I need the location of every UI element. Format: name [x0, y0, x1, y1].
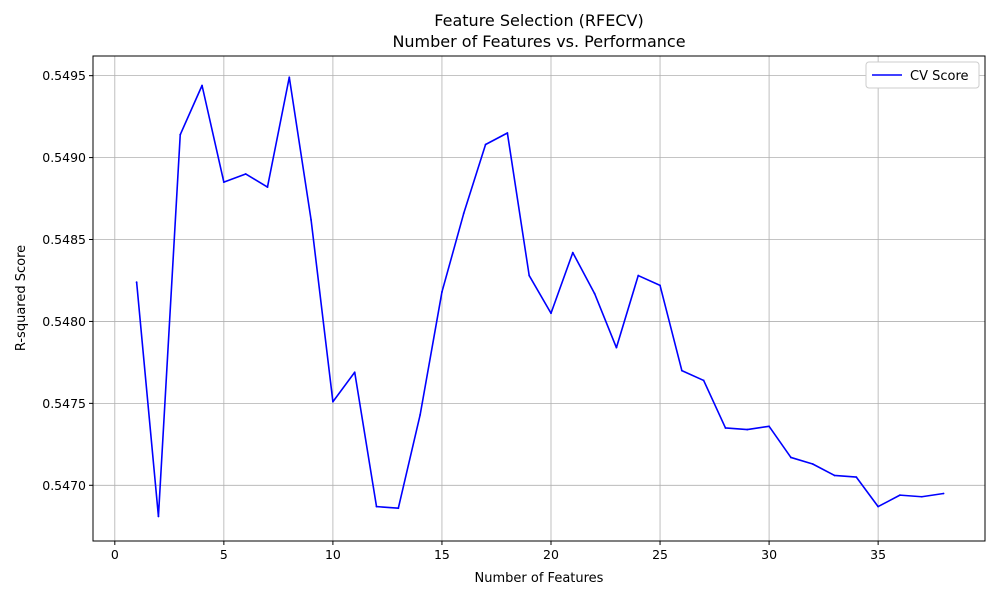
data-point: [244, 173, 247, 175]
data-point: [833, 474, 836, 477]
data-point: [462, 212, 465, 215]
series-line-cv-score: [135, 76, 944, 518]
data-point: [201, 84, 203, 87]
chart-title: Feature Selection (RFECV): [434, 11, 643, 30]
data-point: [746, 428, 749, 431]
data-point: [768, 425, 770, 428]
data-point: [637, 274, 640, 277]
data-point: [397, 507, 400, 510]
data-point: [222, 181, 225, 184]
x-tick-label: 20: [543, 547, 559, 562]
data-point: [855, 476, 858, 478]
legend-label-cv-score: CV Score: [910, 69, 969, 84]
data-point: [528, 274, 531, 277]
chart-subtitle: Number of Features vs. Performance: [392, 32, 685, 51]
axis-ticks: 0 5 10 15 20 25 30 35 0.5470 0.5475 0.5480 0.5485 0.…: [42, 68, 886, 562]
legend-box: [865, 61, 980, 89]
x-tick-label: 10: [325, 547, 341, 562]
data-point: [135, 281, 138, 284]
data-point: [441, 291, 443, 293]
y-tick-label: 0.5485: [42, 232, 86, 247]
data-point: [593, 292, 596, 295]
x-tick-label: 0: [111, 547, 119, 562]
y-tick-label: 0.5490: [42, 150, 86, 165]
data-point: [288, 76, 291, 79]
data-point: [790, 456, 792, 459]
data-point: [615, 346, 618, 349]
data-point: [659, 284, 661, 287]
data-point: [419, 413, 422, 416]
data-point: [506, 132, 509, 134]
data-point: [550, 312, 552, 315]
data-point: [811, 463, 814, 465]
grid: [93, 56, 985, 541]
data-point: [179, 133, 182, 136]
data-point: [877, 505, 880, 508]
data-point: [724, 427, 727, 429]
y-axis-label: R-squared Score: [14, 245, 29, 351]
data-point: [332, 400, 334, 403]
data-point: [571, 251, 574, 254]
data-point: [484, 143, 487, 146]
plot-area: [135, 76, 945, 518]
data-point: [920, 495, 923, 498]
data-point: [942, 492, 945, 495]
y-tick-label: 0.5475: [42, 396, 86, 411]
data-point: [375, 505, 378, 508]
data-point: [899, 494, 901, 497]
data-point: [310, 218, 312, 221]
x-tick-label: 25: [652, 547, 668, 562]
plot-frame: [92, 55, 986, 542]
x-tick-label: 15: [434, 547, 450, 562]
y-tick-label: 0.5495: [42, 68, 86, 83]
y-tick-label: 0.5480: [42, 314, 86, 329]
data-point: [353, 371, 356, 374]
x-tick-label: 35: [870, 547, 886, 562]
x-tick-label: 5: [220, 547, 228, 562]
y-tick-label: 0.5470: [42, 478, 86, 493]
data-point: [157, 515, 160, 518]
data-point: [680, 369, 683, 372]
x-axis-label: Number of Features: [475, 571, 604, 586]
legend: CV Score: [865, 61, 980, 89]
data-point: [266, 186, 269, 188]
x-tick-label: 30: [761, 547, 777, 562]
data-point: [702, 379, 705, 382]
